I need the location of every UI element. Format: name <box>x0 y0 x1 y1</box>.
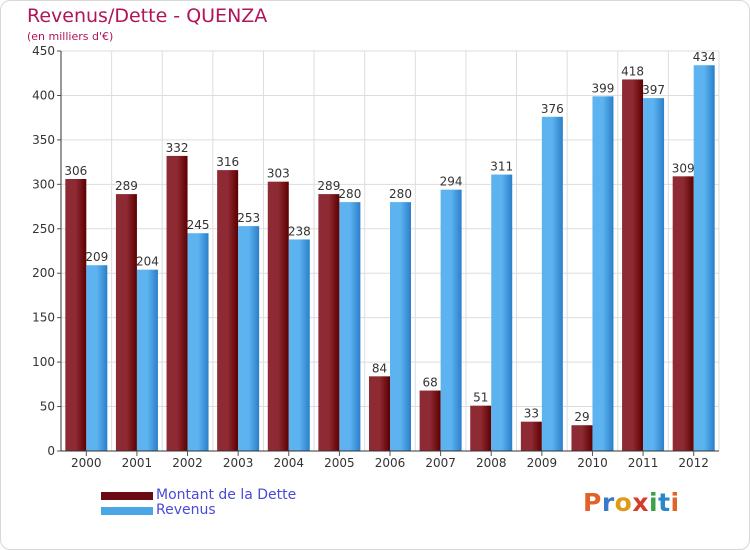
bar-dette <box>622 79 644 451</box>
data-label-revenus: 311 <box>490 160 513 174</box>
bar-dette <box>672 176 694 452</box>
bar-dette <box>571 425 593 451</box>
legend-swatch-revenus <box>101 507 153 515</box>
data-label-revenus: 204 <box>136 255 159 269</box>
data-label-dette: 418 <box>621 64 644 78</box>
data-label-revenus: 238 <box>288 224 311 238</box>
y-tick-label: 400 <box>32 88 55 102</box>
x-tick-label: 2005 <box>324 456 355 470</box>
logo-letter: x <box>632 488 649 517</box>
x-tick-label: 2003 <box>223 456 254 470</box>
legend-label-dette: Montant de la Dette <box>156 487 297 503</box>
bar-dette <box>217 170 239 451</box>
data-label-revenus: 280 <box>389 187 412 201</box>
bar-revenus <box>592 96 614 451</box>
bar-revenus <box>541 116 563 452</box>
data-label-revenus: 245 <box>187 218 210 232</box>
logo-letter: i <box>649 488 659 517</box>
legend-label-revenus: Revenus <box>156 502 216 518</box>
data-label-revenus: 397 <box>642 83 665 97</box>
data-label-revenus: 376 <box>541 102 564 116</box>
bar-revenus <box>693 65 715 451</box>
legend-swatch-dette <box>101 492 153 500</box>
data-label-revenus: 253 <box>237 211 260 225</box>
data-label-revenus: 294 <box>440 175 463 189</box>
x-tick-label: 2001 <box>122 456 153 470</box>
logo-letter: P <box>583 488 602 517</box>
bar-dette <box>115 194 137 451</box>
page-title: Revenus/Dette - QUENZA <box>27 5 268 27</box>
bar-dette <box>419 390 441 451</box>
data-label-revenus: 399 <box>592 81 615 95</box>
y-tick-label: 350 <box>32 133 55 147</box>
x-tick-label: 2011 <box>628 456 659 470</box>
x-tick-label: 2008 <box>476 456 507 470</box>
logo-letter: o <box>614 488 633 517</box>
x-tick-label: 2012 <box>678 456 709 470</box>
data-label-revenus: 280 <box>338 187 361 201</box>
bar-revenus <box>339 202 361 451</box>
y-tick-label: 150 <box>32 311 55 325</box>
bar-revenus <box>491 174 513 452</box>
data-label-dette: 332 <box>166 141 189 155</box>
bar-revenus <box>238 226 260 451</box>
x-tick-label: 2000 <box>71 456 102 470</box>
y-tick-label: 200 <box>32 266 55 280</box>
y-tick-label: 450 <box>32 44 55 58</box>
x-tick-label: 2009 <box>527 456 558 470</box>
data-label-dette: 84 <box>372 361 387 375</box>
x-tick-label: 2010 <box>577 456 608 470</box>
bar-dette <box>369 376 390 451</box>
bar-dette <box>470 405 492 451</box>
logo-letter: r <box>601 488 615 517</box>
data-label-dette: 33 <box>524 407 539 421</box>
data-label-dette: 303 <box>267 167 290 181</box>
y-tick-label: 50 <box>40 400 55 414</box>
proxiti-logo: Proxiti <box>583 488 680 517</box>
y-tick-label: 250 <box>32 222 55 236</box>
data-label-dette: 29 <box>574 410 589 424</box>
data-label-dette: 289 <box>115 179 138 193</box>
y-tick-label: 300 <box>32 177 55 191</box>
data-label-dette: 68 <box>422 376 437 390</box>
y-tick-label: 100 <box>32 355 55 369</box>
data-label-dette: 306 <box>64 164 87 178</box>
bar-dette <box>520 421 542 451</box>
bar-revenus <box>643 98 665 451</box>
bar-dette <box>65 179 87 451</box>
x-tick-label: 2002 <box>172 456 203 470</box>
data-label-dette: 316 <box>216 155 239 169</box>
bar-dette <box>318 194 340 451</box>
bar-revenus <box>136 269 158 451</box>
data-label-dette: 309 <box>672 161 695 175</box>
data-label-revenus: 209 <box>85 250 108 264</box>
data-label-dette: 289 <box>317 179 340 193</box>
bar-revenus <box>288 239 310 451</box>
bar-dette <box>267 181 289 451</box>
y-tick-label: 0 <box>47 444 55 458</box>
bar-revenus <box>187 233 209 451</box>
bar-dette <box>166 155 188 451</box>
bar-revenus <box>440 189 462 451</box>
logo-letter: i <box>670 488 680 517</box>
bar-revenus <box>86 265 108 451</box>
bar-revenus <box>390 202 411 451</box>
x-tick-label: 2004 <box>273 456 304 470</box>
data-label-revenus: 434 <box>693 50 716 64</box>
chart-subtitle: (en milliers d'€) <box>27 30 114 43</box>
x-tick-label: 2006 <box>375 456 406 470</box>
logo-letter: t <box>658 488 671 517</box>
x-tick-label: 2007 <box>425 456 456 470</box>
data-label-dette: 51 <box>473 391 488 405</box>
